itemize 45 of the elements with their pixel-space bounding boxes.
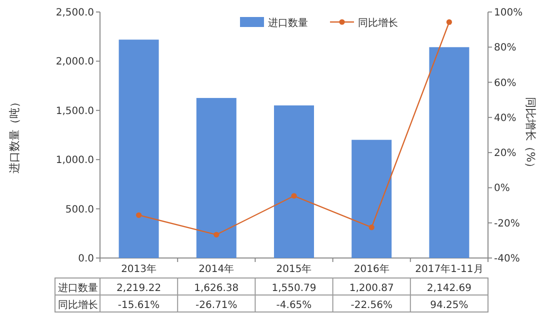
y-axis-title: 进口数量（吨） bbox=[8, 96, 21, 174]
y-tick-label: 0.0 bbox=[78, 254, 94, 264]
bar bbox=[352, 140, 392, 258]
data-label: -15.61% bbox=[118, 300, 160, 311]
data-label: -22.56% bbox=[350, 300, 392, 311]
data-label: -4.65% bbox=[276, 300, 312, 311]
y-tick-label: 500.0 bbox=[65, 204, 94, 216]
y2-tick-label: -20% bbox=[494, 218, 520, 230]
x-tick-label: 2016年 bbox=[354, 263, 390, 275]
y2-tick-label: 60% bbox=[494, 78, 516, 89]
y-tick-label: 1,500.0 bbox=[56, 106, 94, 117]
data-label: 94.25% bbox=[430, 300, 468, 311]
bar bbox=[118, 40, 159, 258]
point bbox=[368, 224, 374, 230]
x-tick-label: 2013年 bbox=[121, 263, 157, 275]
data-label: 1,200.87 bbox=[349, 283, 394, 294]
y2-tick-label: 0% bbox=[494, 183, 510, 194]
bar bbox=[429, 47, 470, 258]
bar bbox=[196, 98, 236, 258]
y-tick-label: 2,000.0 bbox=[56, 56, 94, 68]
point bbox=[291, 193, 297, 199]
bar bbox=[274, 105, 314, 258]
y2-tick-label: 20% bbox=[494, 148, 516, 160]
y2-axis-title: 同比增长（%） bbox=[524, 96, 537, 174]
legend-label: 同比增长 bbox=[358, 17, 398, 29]
y2-tick-label: 80% bbox=[494, 42, 516, 54]
point bbox=[446, 19, 452, 25]
point bbox=[136, 212, 142, 218]
data-label: 1,550.79 bbox=[272, 283, 316, 294]
y-tick-label: 2,500.0 bbox=[56, 8, 94, 18]
y-tick-label: 1,000.0 bbox=[56, 155, 94, 166]
point bbox=[214, 232, 220, 238]
x-tick-label: 2017年1-11月 bbox=[415, 263, 484, 275]
y2-tick-label: 40% bbox=[494, 112, 516, 124]
y2-tick-label: 100% bbox=[494, 8, 523, 18]
data-label: 1,626.38 bbox=[194, 283, 239, 294]
x-tick-label: 2014年 bbox=[198, 263, 234, 275]
text: 同比增长 bbox=[58, 300, 98, 311]
legend-label: 进口数量 bbox=[268, 17, 308, 29]
y2-tick-label: -40% bbox=[494, 254, 520, 264]
data-label: -26.71% bbox=[196, 300, 238, 311]
x-tick-label: 2015年 bbox=[276, 263, 312, 275]
data-label: 2,219.22 bbox=[116, 283, 162, 294]
text: 进口数量 bbox=[58, 283, 98, 294]
data-label: 2,142.69 bbox=[426, 283, 472, 294]
